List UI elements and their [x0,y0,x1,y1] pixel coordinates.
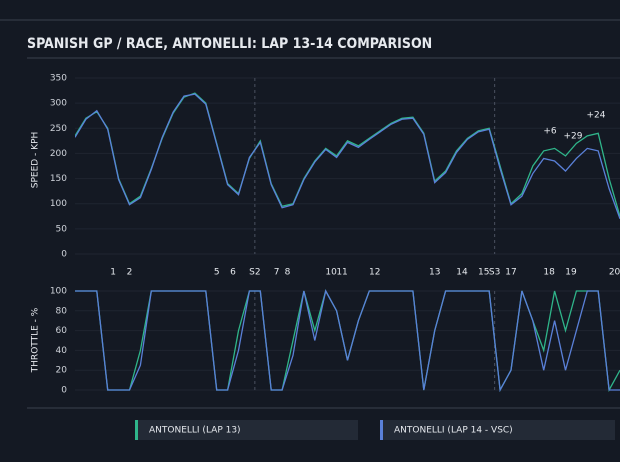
legend-swatch [135,420,138,440]
line [75,289,620,393]
y-axis-label: THROTTLE - % [31,307,41,373]
y-tick-label: 80 [56,306,68,316]
y-tick-label: 150 [50,174,67,184]
y-tick-label: 200 [50,149,67,159]
x-tick-label: 18 [543,268,555,278]
y-tick-label: 60 [56,326,68,336]
x-tick-label: 10 [325,268,337,278]
x-tick-label: 6 [230,268,236,278]
x-tick-label: 19 [565,268,577,278]
y-tick-label: 0 [61,250,67,260]
y-tick-label: 100 [50,199,67,209]
y-tick-label: 20 [56,366,68,376]
x-tick-label: 14 [456,268,468,278]
annotation: +29 [564,132,583,142]
y-tick-label: 250 [50,124,67,134]
legend-swatch [380,420,383,440]
legend-box [380,420,615,440]
x-tick-label: 17 [505,268,516,278]
y-tick-label: 300 [50,99,67,109]
legend: ANTONELLI (LAP 13) ANTONELLI (LAP 14 - VS… [135,420,615,440]
legend-box [135,420,358,440]
x-tick-label: S3 [489,268,500,278]
x-tick-label: 5 [214,268,220,278]
x-tick-label: 2 [127,268,133,278]
line [75,93,620,220]
y-tick-label: 100 [50,287,67,297]
x-tick-label: 11 [336,268,347,278]
plot [75,289,620,393]
x-tick-label: 15 [478,268,489,278]
y-tick-label: 50 [56,224,68,234]
y-tick-label: 350 [50,74,67,84]
plot [75,92,620,220]
x-tick-label: 7 [274,268,280,278]
annotation: +6 [543,127,557,137]
x-tick-label: 1 [110,268,116,278]
y-axis-label: SPEED - KPH [31,132,41,189]
x-tick-label: 12 [369,268,380,278]
line [75,289,620,393]
legend-label: ANTONELLI (LAP 13) [149,426,241,436]
x-tick-label: S2 [249,268,260,278]
chart-title: SPANISH GP / RACE, ANTONELLI: LAP 13-14 … [27,36,432,52]
x-tick-label: 8 [285,268,291,278]
x-tick-label: 20 [609,268,620,278]
x-tick-label: 13 [429,268,440,278]
y-tick-label: 40 [56,346,68,356]
annotation: +24 [587,111,606,121]
legend-label: ANTONELLI (LAP 14 - VSC) [394,426,513,436]
y-tick-label: 0 [61,386,67,396]
